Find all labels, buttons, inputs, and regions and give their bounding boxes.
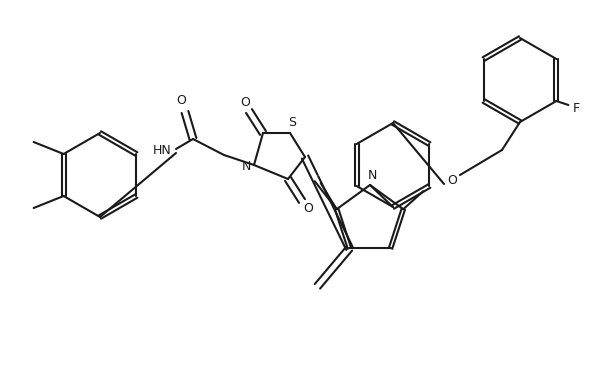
Text: O: O [447, 174, 457, 186]
Text: N: N [367, 169, 377, 182]
Text: O: O [303, 202, 313, 216]
Text: N: N [241, 160, 250, 174]
Text: S: S [288, 117, 296, 129]
Text: O: O [176, 94, 186, 108]
Text: methyl_stub: methyl_stub [312, 174, 321, 176]
Text: F: F [573, 102, 580, 116]
Text: O: O [240, 96, 250, 108]
Text: HN: HN [153, 144, 172, 158]
